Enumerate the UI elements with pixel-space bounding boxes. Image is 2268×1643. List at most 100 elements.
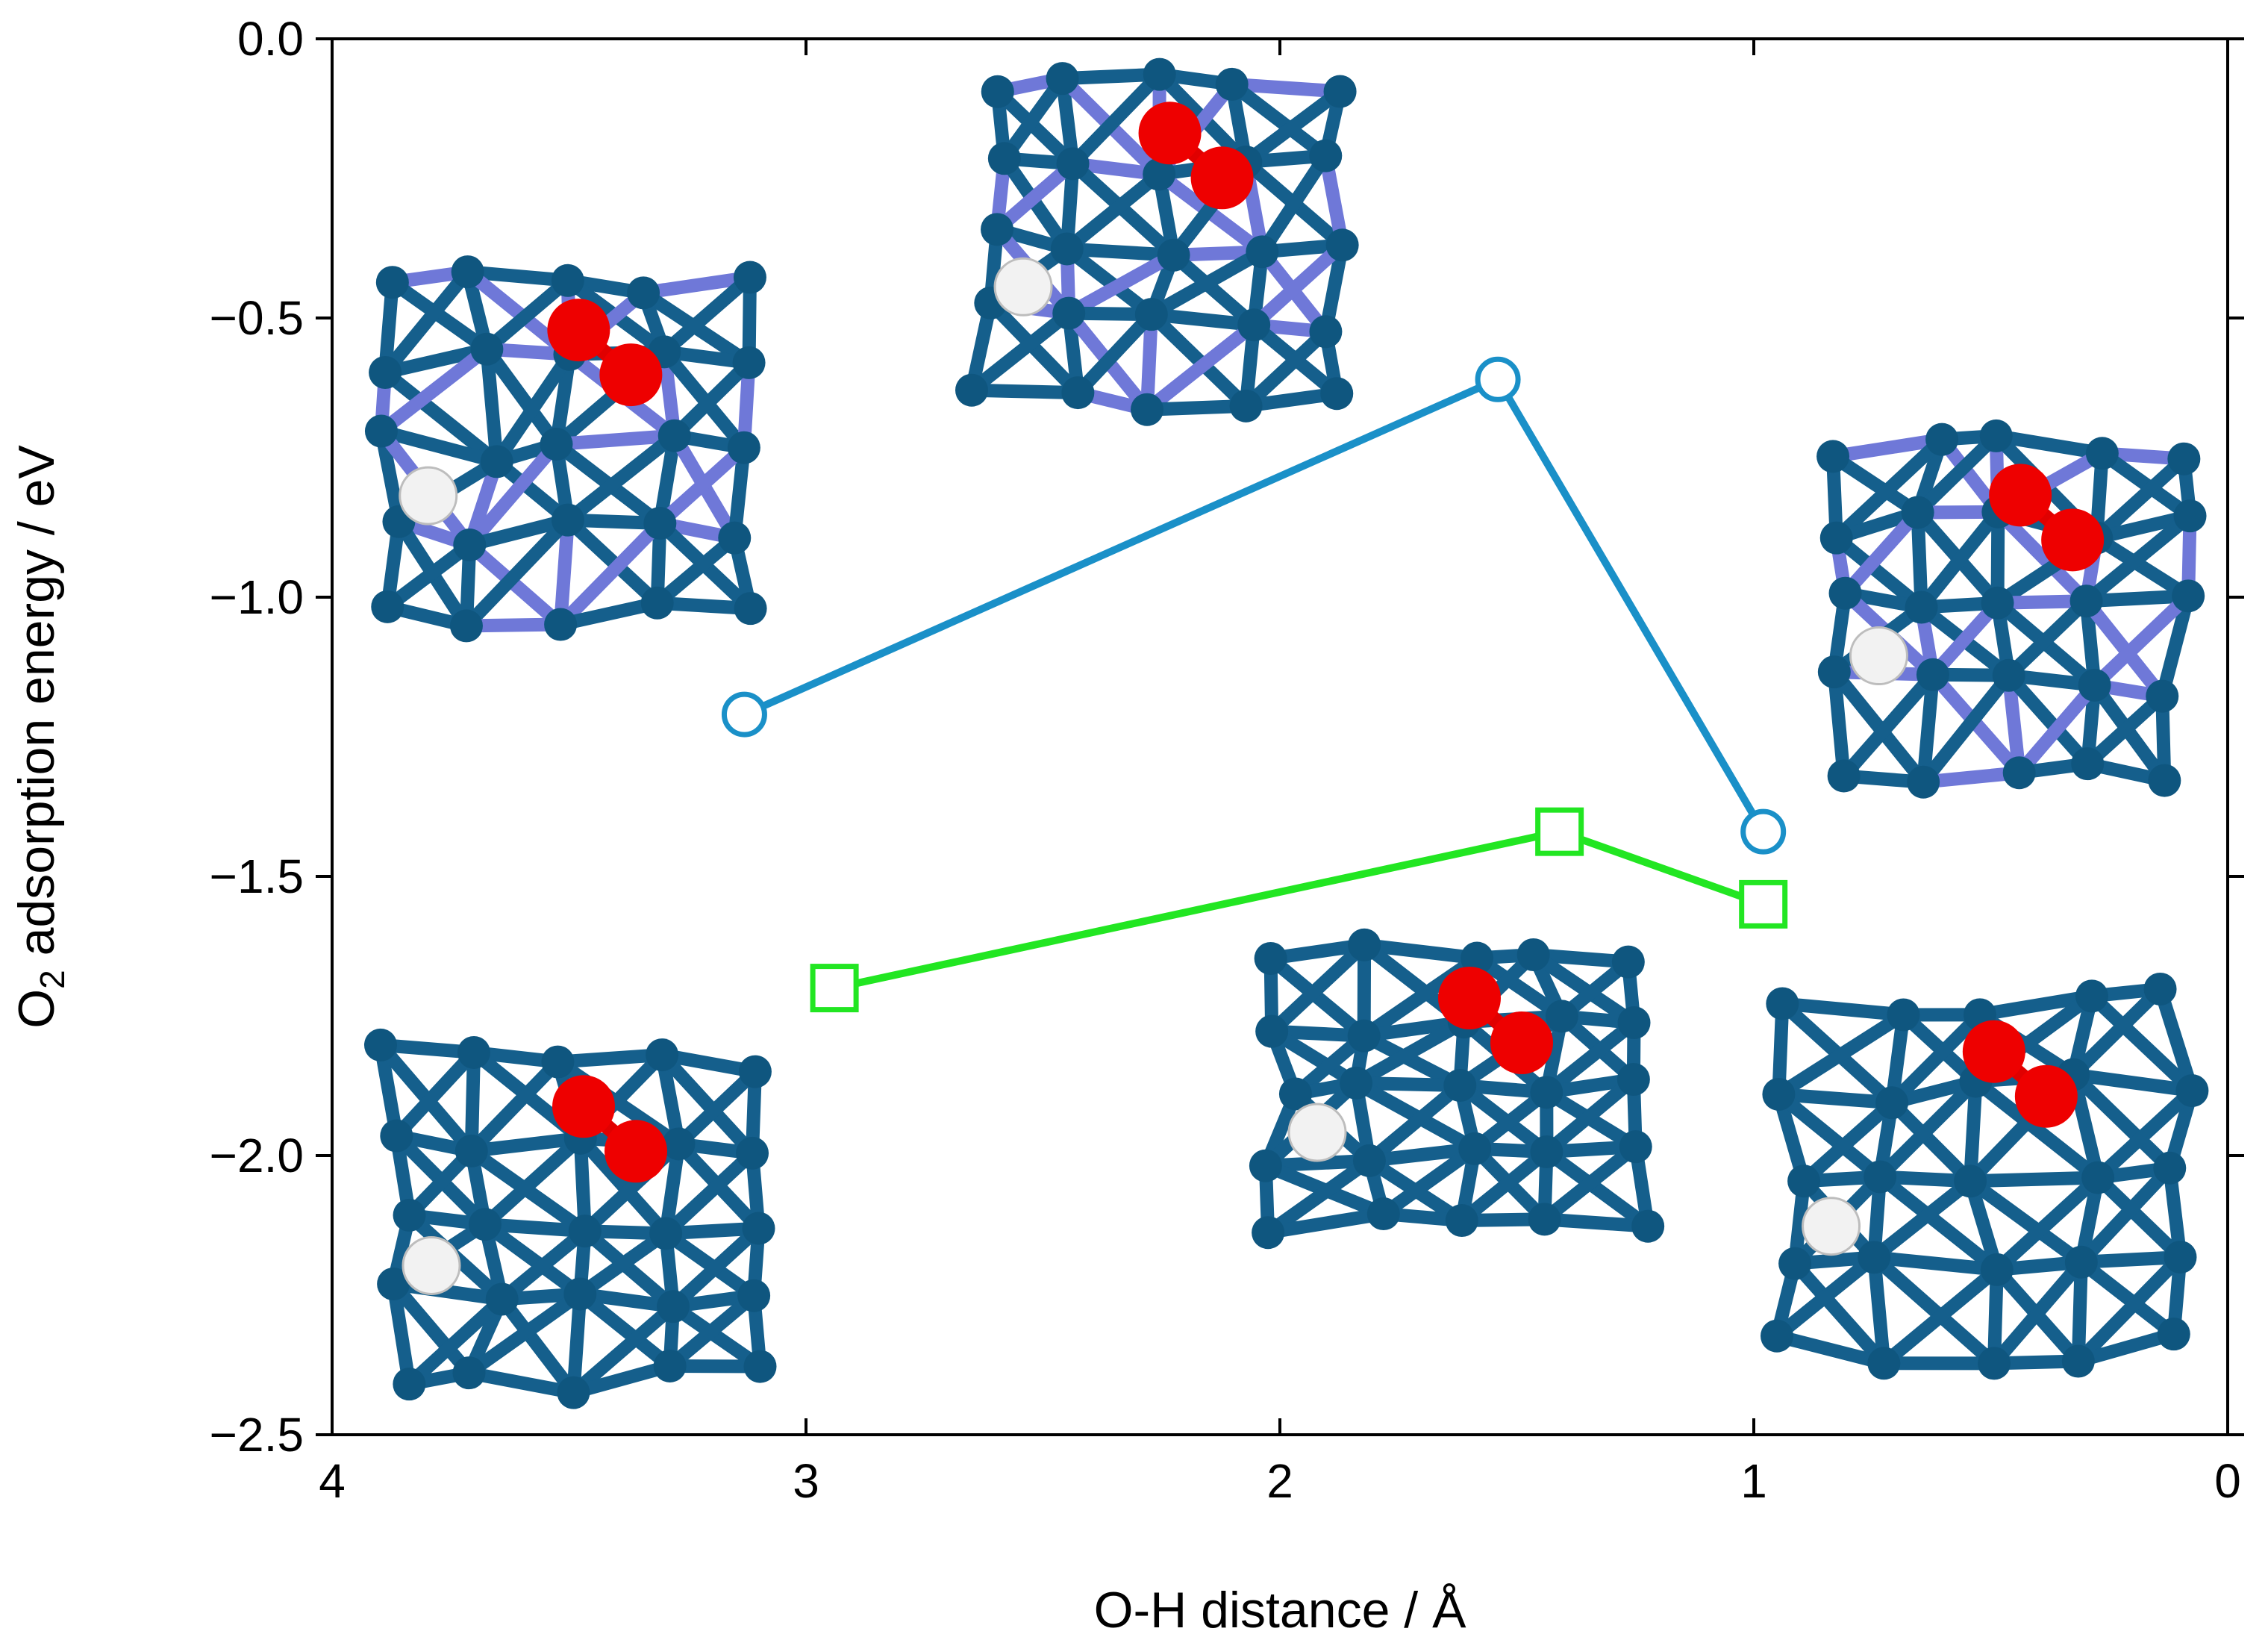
bond — [1972, 989, 2099, 1022]
bond — [2155, 589, 2196, 703]
bond — [1772, 1087, 1887, 1184]
metal-atom — [2157, 1318, 2190, 1351]
bond — [1066, 67, 1166, 171]
bond — [667, 355, 756, 443]
bond — [1060, 242, 1158, 322]
metal-atom — [743, 1350, 777, 1383]
metal-atom — [2061, 1344, 2095, 1378]
metal-atom — [736, 1136, 769, 1170]
metal-atom — [1901, 496, 1934, 529]
metal-atom — [1143, 158, 1176, 191]
hydrogen-atom — [993, 257, 1053, 317]
metal-atom — [1516, 938, 1550, 972]
metal-atom — [643, 506, 677, 540]
y-tick-label: −1.5 — [210, 849, 304, 903]
bond — [1140, 399, 1253, 417]
bond — [1358, 938, 1484, 965]
metal-atom — [457, 1035, 490, 1069]
bond — [387, 1276, 416, 1391]
bond — [1769, 1329, 1891, 1371]
metal-atom — [568, 1215, 602, 1248]
metal-atom — [2075, 979, 2108, 1013]
bond — [2002, 668, 2095, 771]
metal-atom — [640, 586, 674, 620]
bond — [1071, 308, 1158, 400]
metal-atom — [742, 1212, 775, 1245]
bond — [480, 342, 563, 452]
metal-atom — [987, 142, 1021, 175]
bond — [495, 1224, 592, 1306]
bond — [2066, 982, 2167, 1082]
axis-tick-labels: 4 3 2 1 0 0.0 −0.5 −1.0 −1.5 −2.0 −2.5 — [210, 12, 2241, 1508]
metal-atom — [1867, 1347, 1901, 1380]
bond — [1877, 1262, 2004, 1371]
metal-atom — [1325, 228, 1359, 262]
bond — [2071, 1250, 2187, 1368]
metal-atom — [551, 503, 584, 537]
metal-atom — [1925, 423, 1959, 456]
metal-atom — [1766, 987, 1799, 1020]
metal-atom — [1760, 1319, 1793, 1353]
oxygen-atom — [1989, 464, 2052, 527]
bond — [637, 270, 757, 300]
metal-atom — [1046, 62, 1079, 96]
bond — [1867, 1250, 2004, 1276]
metal-atom — [2085, 437, 2119, 470]
metal-atom — [452, 1356, 486, 1390]
metal-atom — [1458, 1132, 1492, 1165]
bond — [1225, 77, 1333, 163]
bond — [1526, 948, 1641, 1030]
y-axis-label-sub: 2 — [33, 970, 72, 989]
bond — [1873, 1170, 2004, 1276]
metal-atom — [1819, 521, 1853, 555]
x-tick-label: 0 — [2214, 1454, 2241, 1508]
structure-inset-right-upper — [1804, 407, 2220, 808]
metal-atom — [1461, 941, 1494, 975]
bond — [573, 1131, 673, 1241]
bond — [478, 1218, 592, 1238]
metal-atom — [449, 609, 483, 643]
metal-atom — [1229, 389, 1263, 423]
bond — [463, 437, 563, 552]
bond — [990, 84, 1080, 171]
metal-atom — [1954, 1165, 1987, 1198]
hydrogen-atom — [1802, 1197, 1861, 1256]
bond — [1772, 1087, 1899, 1110]
metal-atom — [1309, 315, 1343, 349]
axis-ticks — [316, 37, 2244, 1436]
metal-atom — [1320, 377, 1354, 411]
y-tick-label: −2.5 — [210, 1408, 304, 1462]
metal-atom — [1631, 1209, 1665, 1243]
structure-inset-bottom-center — [1237, 924, 1684, 1260]
metal-atom — [1255, 1014, 1289, 1048]
metal-atom — [540, 428, 573, 461]
y-tick-label: 0.0 — [237, 12, 304, 66]
metal-atom — [734, 592, 767, 626]
metal-atom — [380, 1119, 413, 1153]
bond — [460, 265, 575, 287]
bond — [1349, 1015, 1471, 1090]
bond — [464, 1045, 481, 1158]
x-tick-label: 3 — [793, 1454, 819, 1508]
metal-atom — [563, 1277, 597, 1311]
series-layer — [721, 356, 1788, 1013]
y-axis-label: O2 adsorption energy / eV — [8, 445, 72, 1029]
metal-atom — [453, 529, 487, 562]
metal-atom — [1778, 1247, 1812, 1280]
oxygen-atom — [2014, 1064, 2078, 1128]
metal-atom — [1787, 1165, 1821, 1198]
bond — [997, 72, 1069, 166]
metal-atom — [1979, 419, 2013, 452]
metal-atom — [649, 1217, 683, 1250]
metal-atom — [1278, 1077, 1312, 1111]
bond — [1062, 248, 1181, 320]
y-tick-label: −0.5 — [210, 291, 304, 345]
bond — [1964, 1170, 2105, 1188]
bond — [2074, 1161, 2177, 1269]
bond — [1991, 505, 2093, 608]
bond — [2079, 509, 2197, 608]
bond — [462, 1366, 581, 1400]
bond — [573, 1226, 673, 1301]
x-tick-label: 2 — [1266, 1454, 1293, 1508]
